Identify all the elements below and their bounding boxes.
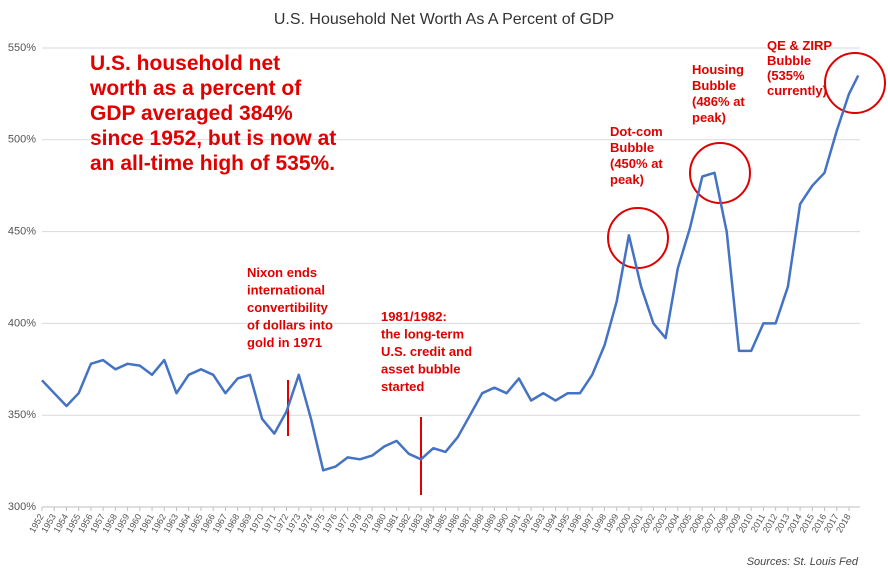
annotation-line: currently)	[767, 83, 827, 98]
highlight-circle	[824, 52, 886, 114]
annotation-line: international	[247, 283, 325, 298]
annotation-line: peak)	[692, 110, 726, 125]
annotation-line: Nixon ends	[247, 265, 317, 280]
annotation-line: 1981/1982:	[381, 309, 447, 324]
annotation-line: QE & ZIRP	[767, 38, 832, 53]
annotation-line: U.S. credit and	[381, 344, 472, 359]
annotation-line: Bubble	[610, 140, 654, 155]
data-line	[41, 74, 860, 472]
source: Sources: St. Louis Fed	[747, 556, 859, 568]
annotation-line: peak)	[610, 172, 644, 187]
chart-title: U.S. Household Net Worth As A Percent of…	[274, 11, 614, 28]
y-tick-label: 500%	[8, 134, 36, 146]
annotation-line: started	[381, 379, 424, 394]
y-tick-label: 450%	[8, 226, 36, 238]
annotation-line: Dot-com	[610, 124, 663, 139]
annotation-line: Bubble	[767, 53, 811, 68]
annotation-line: U.S. household net	[90, 52, 280, 75]
annotation: Nixon ends international convertibility of …	[247, 265, 333, 350]
annotation: U.S. household net worth as a percent of G…	[89, 52, 336, 175]
annotation-line: (486% at	[692, 94, 745, 109]
annotation-line: (450% at	[610, 156, 663, 171]
annotation-line: convertibility	[247, 300, 329, 315]
y-tick-label: 550%	[8, 42, 36, 54]
annotation: Housing Bubble (486% at peak)	[692, 62, 745, 125]
annotation: 1981/1982: the long-term U.S. credit and as…	[381, 309, 472, 394]
annotation-line: GDP averaged 384%	[90, 102, 293, 125]
annotation-line: Bubble	[692, 78, 736, 93]
y-tick-label: 400%	[8, 317, 36, 329]
annotation-line: the long-term	[381, 327, 464, 342]
annotation-line: since 1952, but is now at	[90, 127, 336, 150]
y-tick-label: 300%	[8, 501, 36, 513]
annotation-line: of dollars into	[247, 318, 333, 333]
annotation-line: worth as a percent of	[89, 77, 302, 100]
highlight-circle	[607, 207, 669, 269]
annotation-line: asset bubble	[381, 362, 460, 377]
annotation: QE & ZIRP Bubble (535% currently)	[767, 38, 832, 98]
y-tick-label: 350%	[8, 409, 36, 421]
annotation-line: gold in 1971	[247, 335, 322, 350]
annotation: Dot-com Bubble (450% at peak)	[610, 124, 663, 187]
annotation-line: Housing	[692, 62, 744, 77]
annotation-line: (535%	[767, 68, 805, 83]
annotation-line: an all-time high of 535%.	[90, 152, 335, 175]
